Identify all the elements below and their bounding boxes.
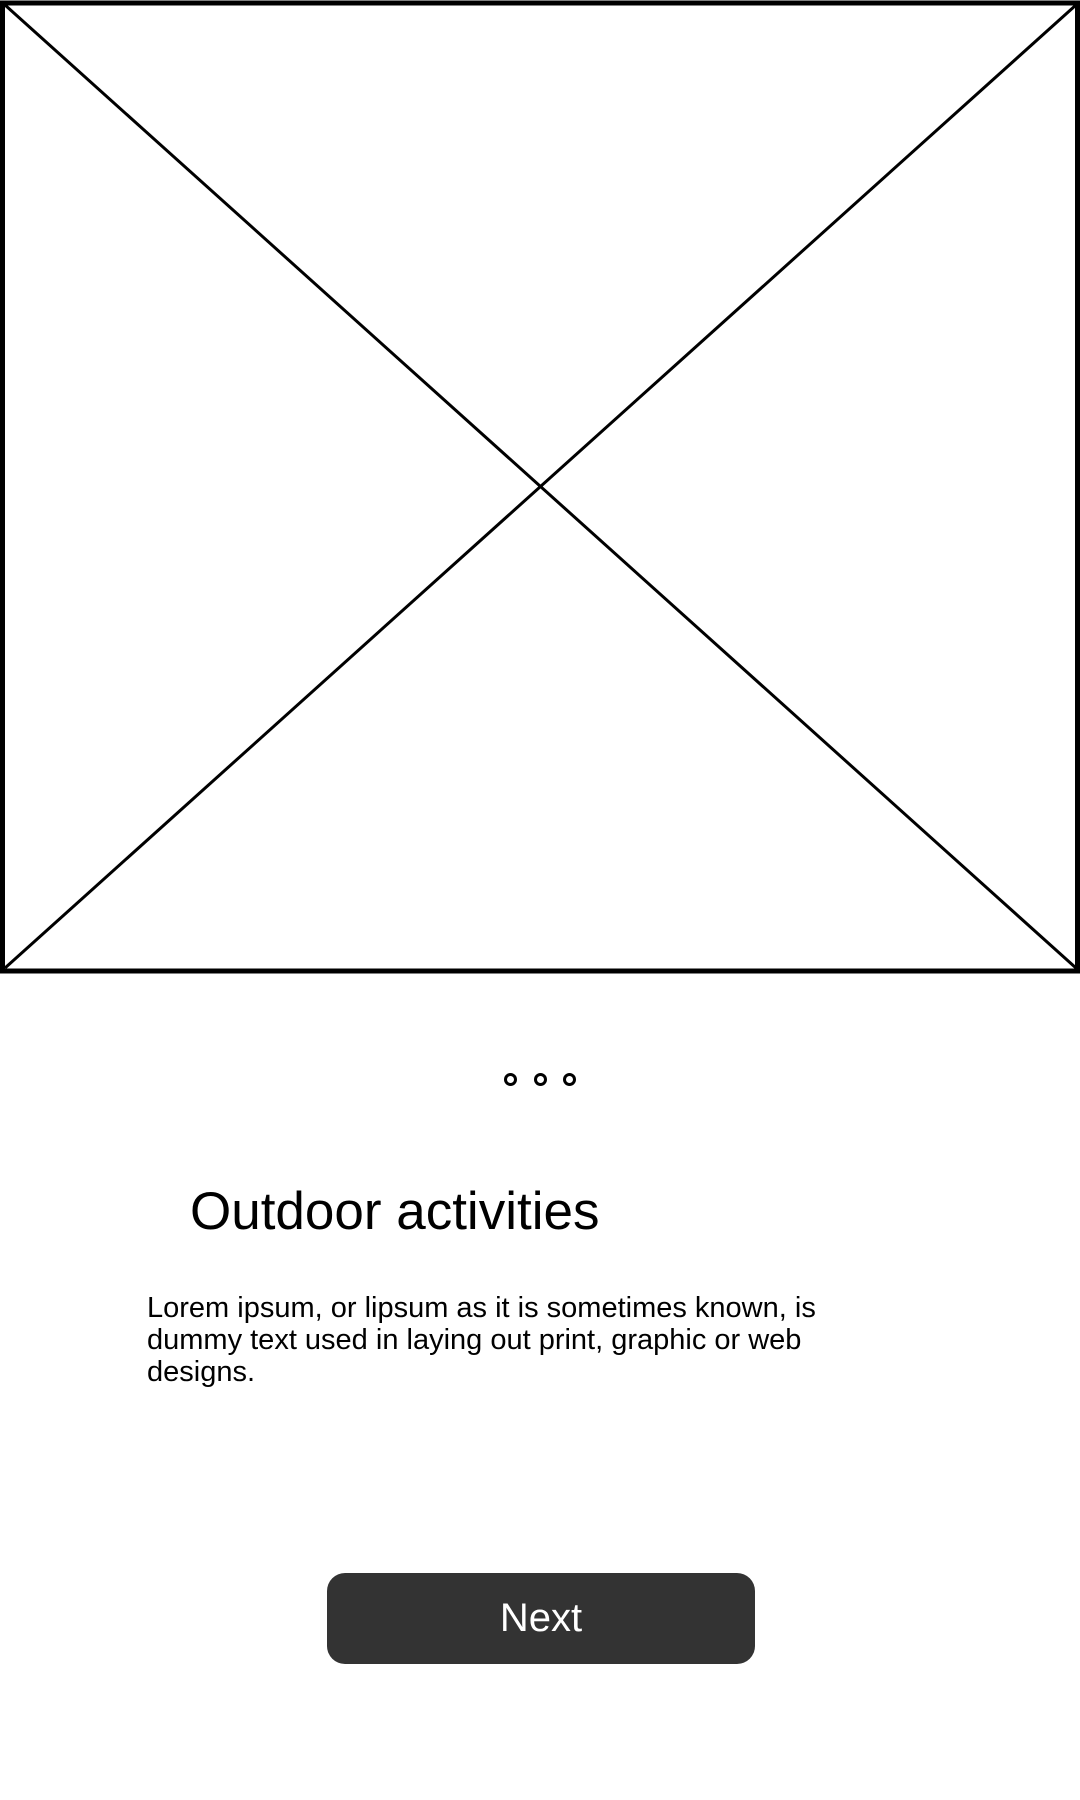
next-button-label: Next [499,1596,583,1640]
description-text: Lorem ipsum, or lipsum as it is sometime… [147,1292,816,1388]
page-dot-1[interactable] [504,1072,517,1086]
next-button[interactable]: Next [327,1573,755,1664]
image-placeholder-diagonal-2 [3,3,1078,970]
hero-image-placeholder [0,0,1080,974]
page-indicator [504,1069,576,1089]
image-placeholder-icon [0,0,1080,974]
page-dot-3[interactable] [563,1072,576,1086]
page-dot-2[interactable] [533,1072,547,1086]
page-title: Outdoor activities [190,1182,600,1241]
